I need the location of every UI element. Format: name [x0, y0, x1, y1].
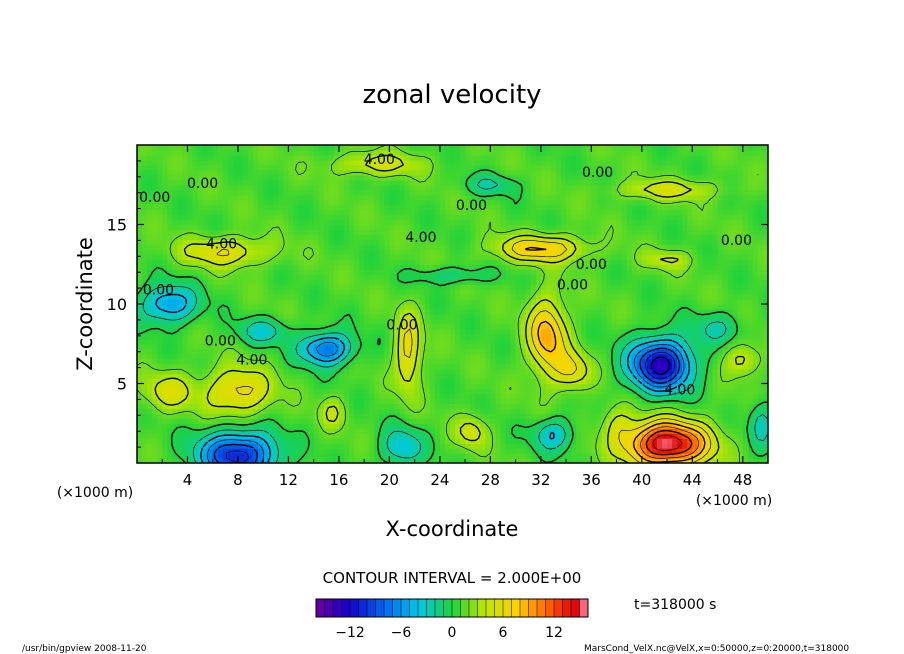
contour-label: 4.00 — [206, 236, 237, 252]
x-tick-label: 4 — [183, 471, 193, 489]
contour-line — [137, 145, 762, 463]
chart-title: zonal velocity — [362, 80, 541, 110]
y-tick-label: 15 — [107, 216, 127, 235]
y-tick-label: 5 — [117, 375, 127, 394]
x-tick-label: 40 — [632, 471, 651, 489]
contour-line — [213, 347, 681, 463]
colorbar-swatch — [486, 599, 495, 617]
contour-line — [652, 434, 683, 451]
colorbar-swatch — [350, 599, 359, 617]
colorbar-swatch — [358, 599, 368, 617]
contour-label: 0.00 — [721, 233, 752, 249]
contour-labels: 4.000.000.000.000.004.00 4.00 0.000.000.00… — [139, 152, 752, 399]
x-tick-label: 36 — [582, 471, 601, 489]
colorbar-tick-label: 12 — [545, 625, 563, 641]
contour-label: 0.00 — [557, 278, 588, 294]
x-tick-label: 44 — [683, 471, 702, 489]
contour-line — [206, 341, 685, 463]
colorbar-swatch — [341, 599, 351, 617]
colorbar-swatch — [503, 599, 512, 617]
x-unit-left: (×1000 m) — [57, 485, 133, 501]
contour-label: 4.00 — [236, 352, 267, 368]
velocity-field — [137, 145, 768, 463]
x-tick-label: 24 — [430, 471, 449, 489]
colorbar-tick-label: 6 — [499, 625, 508, 641]
contour-line — [226, 351, 676, 463]
colorbar-swatch — [452, 599, 461, 617]
colorbar-swatch — [333, 599, 342, 617]
x-tick-label: 16 — [329, 471, 348, 489]
colorbar-swatch — [375, 599, 385, 617]
colorbar-swatch — [316, 599, 325, 617]
contour-label: 0.00 — [205, 333, 236, 349]
colorbar-swatch — [401, 599, 410, 617]
colorbar-swatch — [554, 599, 563, 617]
colorbar-swatch — [528, 599, 538, 617]
contour-line — [640, 426, 700, 459]
colorbar-swatch — [562, 599, 572, 617]
colorbar-swatch — [511, 599, 521, 617]
contour-label: 0.00 — [139, 190, 170, 206]
contour-label: 0.00 — [582, 165, 613, 181]
footer-left: /usr/bin/gpview 2008-11-20 — [22, 644, 147, 654]
colorbar-swatch — [384, 599, 393, 617]
x-axis-ticks: 4 8 12 16 20 24 28 32 36 40 44 48 — [161, 145, 752, 489]
contour-line — [142, 178, 768, 463]
colorbar-swatch — [494, 599, 504, 617]
colorbar-swatch — [460, 599, 470, 617]
contour-line — [137, 169, 768, 463]
colorbar-tick-label: −12 — [335, 625, 365, 641]
colorbar-swatch — [545, 599, 555, 617]
x-tick-label: 8 — [233, 471, 243, 489]
time-label: t=318000 s — [634, 597, 716, 613]
y-axis-ticks: 5 10 15 — [107, 160, 768, 448]
x-unit-right: (×1000 m) — [696, 493, 772, 509]
contour-label: 4.00 — [364, 152, 395, 168]
contour-interval-text: CONTOUR INTERVAL = 2.000E+00 — [323, 569, 582, 587]
colorbar-frame — [315, 598, 589, 618]
y-axis-label: Z-coordinate — [73, 237, 97, 371]
colorbar-swatch — [477, 599, 487, 617]
colorbar-swatch — [469, 599, 478, 617]
colorbar-swatch — [367, 599, 376, 617]
contour-line — [650, 356, 671, 375]
colorbar-swatch — [537, 599, 546, 617]
colorbar — [315, 598, 589, 618]
contour-label: 4.00 — [664, 383, 695, 399]
footer-right: MarsCond_VelX.nc@VelX,x=0:50000,z=0:2000… — [584, 644, 849, 654]
colorbar-ticks: −12 −6 0 6 12 — [335, 625, 563, 641]
x-tick-label: 12 — [279, 471, 298, 489]
contour-line — [155, 293, 691, 463]
contour-label: 0.00 — [576, 257, 607, 273]
x-tick-label: 28 — [481, 471, 500, 489]
colorbar-swatch — [409, 599, 419, 617]
contour-line — [154, 154, 746, 463]
y-tick-label: 10 — [107, 295, 127, 314]
colorbar-swatch — [520, 599, 529, 617]
colorbar-swatch — [443, 599, 453, 617]
colorbar-swatch — [579, 599, 589, 617]
colorbar-tick-label: −6 — [391, 625, 412, 641]
contour-line — [216, 239, 712, 463]
x-tick-label: 48 — [733, 471, 752, 489]
colorbar-swatch — [435, 599, 444, 617]
contour-label: 0.00 — [187, 176, 218, 192]
contour-label: 0.00 — [143, 283, 174, 299]
colorbar-swatch — [392, 599, 402, 617]
contour-label: 4.00 — [405, 230, 436, 246]
contour-line — [524, 246, 706, 463]
contour-line — [645, 429, 693, 456]
colorbar-swatch — [426, 599, 436, 617]
colorbar-swatch — [571, 599, 580, 617]
colorbar-tick-label: 0 — [448, 625, 457, 641]
x-tick-label: 32 — [531, 471, 550, 489]
x-tick-label: 20 — [380, 471, 399, 489]
contour-label: 0.00 — [386, 317, 417, 333]
colorbar-swatch — [418, 599, 427, 617]
x-axis-label: X-coordinate — [386, 517, 519, 541]
contour-label: 0.00 — [456, 198, 487, 214]
colorbar-swatch — [324, 599, 334, 617]
contour-lines — [137, 145, 768, 463]
